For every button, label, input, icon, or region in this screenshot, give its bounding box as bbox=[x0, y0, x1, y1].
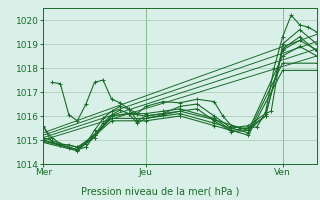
Text: Pression niveau de la mer( hPa ): Pression niveau de la mer( hPa ) bbox=[81, 186, 239, 196]
